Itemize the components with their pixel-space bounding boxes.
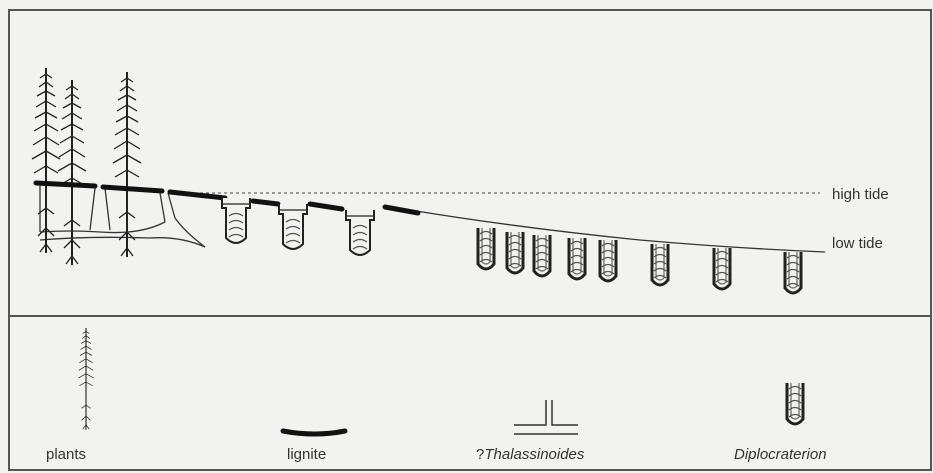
legend-lignite-label: lignite <box>287 446 327 463</box>
outer-frame <box>8 9 932 471</box>
root-zone <box>39 185 206 248</box>
low-tide-profile <box>409 209 826 253</box>
lignite-layer <box>33 180 421 216</box>
legend-lignite-symbol <box>280 428 348 437</box>
burrow-shallow-2 <box>278 203 308 250</box>
high-tide-label: high tide <box>832 186 889 203</box>
burrow-1 <box>476 226 496 271</box>
legend-thalassinoides-name: Thalassinoides <box>484 446 585 463</box>
burrow-8 <box>783 250 803 295</box>
burrow-shallow-3 <box>345 209 375 256</box>
legend-thalassinoides-symbol <box>514 400 578 435</box>
burrow-6 <box>650 242 670 287</box>
legend-diplocraterion-label: Diplocraterion <box>734 446 827 463</box>
burrow-3 <box>532 233 552 278</box>
burrow-5 <box>598 238 618 283</box>
legend-diplocraterion-symbol <box>785 381 805 426</box>
burrow-2 <box>505 230 525 275</box>
burrow-7 <box>712 246 732 291</box>
burrow-4 <box>567 236 587 281</box>
plant-3 <box>112 71 142 258</box>
legend-thalassinoides-label: ?Thalassinoides <box>476 446 584 463</box>
low-tide-label: low tide <box>832 235 883 252</box>
burrow-shallow-1 <box>221 197 251 244</box>
legend-plant-symbol <box>77 327 95 431</box>
legend-plants-label: plants <box>46 446 87 463</box>
legend-thalassinoides-prefix: ? <box>476 446 485 463</box>
plant-1 <box>31 67 61 254</box>
